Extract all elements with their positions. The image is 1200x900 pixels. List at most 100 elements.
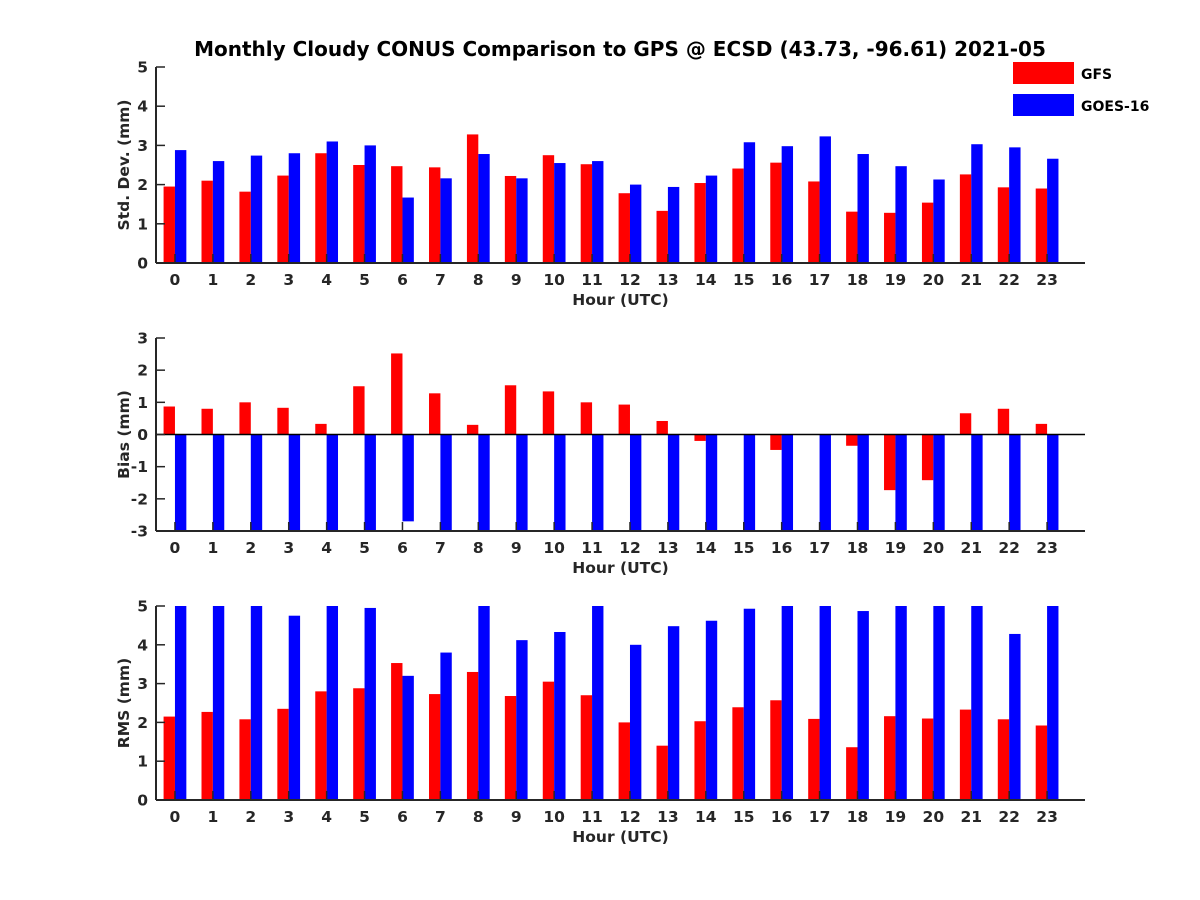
bar-gfs-9: [504, 696, 517, 800]
x-tick-label: 5: [359, 539, 370, 557]
bar-gfs-6: [391, 353, 403, 435]
bar-goes16-10: [554, 632, 566, 800]
bar-goes16-16: [781, 434, 794, 531]
x-tick-label: 12: [619, 808, 641, 826]
x-tick-label: 0: [170, 808, 181, 826]
bar-gfs-3: [277, 407, 289, 435]
bar-gfs-2: [239, 191, 251, 263]
x-tick-label: 0: [170, 539, 181, 557]
bar-gfs-4: [315, 423, 327, 435]
bar-goes16-7: [440, 178, 452, 263]
bar-goes16-3: [288, 153, 301, 263]
bar-gfs-19: [884, 212, 896, 263]
bar-goes16-12: [629, 434, 642, 531]
y-axis-label: Bias (mm): [115, 390, 133, 479]
bar-goes16-18: [857, 154, 869, 263]
bar-goes16-22: [1009, 147, 1021, 263]
y-tick-label: 1: [137, 215, 148, 233]
bar-gfs-14: [694, 721, 706, 800]
x-tick-label: 18: [847, 808, 869, 826]
bar-goes16-10: [554, 434, 566, 531]
x-tick-label: 14: [695, 539, 717, 557]
x-tick-label: 3: [283, 539, 294, 557]
bar-gfs-14: [694, 183, 706, 263]
x-tick-label: 22: [998, 539, 1020, 557]
y-tick-label: 5: [137, 59, 148, 77]
x-tick-label: 8: [473, 271, 484, 289]
bar-goes16-14: [705, 620, 718, 800]
bar-gfs-9: [504, 175, 517, 263]
x-tick-label: 5: [359, 808, 370, 826]
bar-gfs-20: [921, 434, 934, 481]
bar-gfs-1: [201, 180, 213, 263]
x-tick-label: 6: [397, 539, 408, 557]
x-tick-label: 19: [885, 539, 907, 557]
x-tick-label: 23: [1036, 539, 1058, 557]
bar-gfs-23: [1035, 725, 1048, 800]
y-tick-label: 0: [137, 255, 148, 273]
bar-goes16-0: [174, 434, 187, 531]
bar-goes16-4: [326, 434, 339, 531]
bar-goes16-12: [629, 184, 642, 263]
bar-gfs-21: [959, 413, 972, 435]
bar-gfs-16: [770, 162, 782, 263]
bar-goes16-1: [212, 434, 225, 531]
x-tick-label: 13: [657, 539, 679, 557]
bar-gfs-13: [656, 745, 668, 800]
x-tick-label: 16: [771, 539, 793, 557]
bar-gfs-19: [884, 434, 896, 491]
bar-gfs-14: [694, 434, 706, 441]
bar-gfs-9: [504, 385, 517, 435]
bar-goes16-21: [971, 606, 983, 800]
y-tick-label: 2: [137, 176, 148, 194]
x-tick-label: 4: [321, 271, 332, 289]
bar-gfs-15: [732, 168, 744, 263]
bar-gfs-11: [580, 402, 593, 435]
bar-gfs-15: [732, 707, 744, 800]
bar-gfs-11: [580, 164, 593, 263]
x-tick-label: 7: [435, 539, 446, 557]
bar-goes16-2: [250, 606, 263, 800]
bar-gfs-8: [466, 424, 479, 435]
bar-goes16-4: [326, 606, 339, 800]
x-tick-label: 1: [207, 808, 218, 826]
bar-goes16-6: [402, 434, 414, 522]
bar-gfs-5: [353, 688, 365, 800]
x-tick-label: 17: [809, 808, 831, 826]
y-tick-label: 0: [137, 792, 148, 810]
bar-goes16-20: [933, 179, 945, 263]
x-axis-label: Hour (UTC): [572, 559, 668, 577]
x-tick-label: 21: [960, 539, 982, 557]
x-tick-label: 9: [511, 808, 522, 826]
bar-gfs-18: [846, 747, 858, 800]
bar-goes16-11: [592, 434, 604, 531]
x-tick-label: 2: [245, 271, 256, 289]
bar-goes16-14: [705, 434, 718, 531]
x-tick-label: 2: [245, 539, 256, 557]
x-tick-label: 18: [847, 539, 869, 557]
bar-gfs-7: [429, 694, 441, 800]
bar-goes16-15: [743, 142, 756, 263]
bar-goes16-16: [781, 146, 794, 263]
bar-gfs-11: [580, 695, 593, 800]
bar-goes16-19: [895, 606, 907, 800]
bar-gfs-17: [808, 181, 820, 263]
legend-swatch-gfs: [1013, 62, 1074, 84]
bar-gfs-1: [201, 408, 213, 435]
x-tick-label: 1: [207, 539, 218, 557]
bar-goes16-22: [1009, 633, 1021, 800]
legend-label-gfs: GFS: [1081, 67, 1112, 83]
x-tick-label: 14: [695, 271, 717, 289]
chart-title: Monthly Cloudy CONUS Comparison to GPS @…: [194, 37, 1046, 61]
bar-goes16-5: [364, 434, 376, 531]
bar-goes16-9: [516, 434, 528, 531]
bar-goes16-21: [971, 434, 983, 531]
bar-goes16-20: [933, 434, 945, 531]
x-tick-label: 1: [207, 271, 218, 289]
x-tick-label: 10: [543, 539, 565, 557]
bar-gfs-4: [315, 153, 327, 263]
bar-goes16-11: [592, 161, 604, 263]
bar-gfs-22: [997, 719, 1010, 800]
bar-goes16-18: [857, 611, 869, 800]
